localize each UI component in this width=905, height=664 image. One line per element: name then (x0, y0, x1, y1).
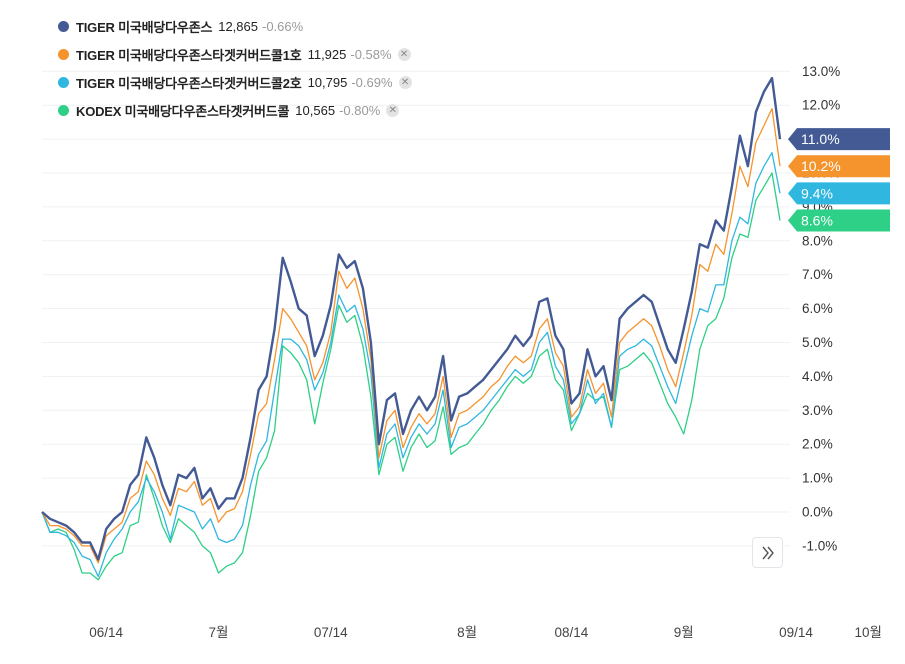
y-tick-label: 8.0% (802, 233, 833, 248)
legend-series-value: 11,925 (307, 46, 347, 62)
legend-series-change: -0.66% (261, 18, 304, 34)
y-tick-label: 12.0% (802, 98, 840, 113)
y-tick-label: 13.0% (802, 64, 840, 79)
end-label-badge (788, 155, 890, 178)
series-line (41, 107, 781, 564)
x-tick-label: 09/14 (779, 625, 813, 640)
series-dot-icon (58, 104, 69, 116)
series-line (41, 172, 781, 581)
x-tick-label: 08/14 (555, 625, 589, 640)
legend-series-change: -0.69% (351, 74, 393, 90)
double-chevron-right-icon (761, 546, 774, 559)
legend: TIGER 미국배당다우존스 12,865 -0.66% TIGER 미국배당다… (58, 12, 412, 124)
legend-item[interactable]: TIGER 미국배당다우존스타겟커버드콜1호 11,925 -0.58% ✕ (58, 40, 412, 68)
series-dot-icon (58, 48, 69, 60)
legend-series-change: -0.80% (339, 102, 381, 118)
legend-item[interactable]: KODEX 미국배당다우존스타겟커버드콜 10,565 -0.80% ✕ (58, 96, 412, 124)
series-dot-icon (58, 76, 69, 88)
legend-item[interactable]: TIGER 미국배당다우존스 12,865 -0.66% (58, 12, 412, 40)
legend-series-change: -0.58% (350, 46, 392, 62)
remove-series-close-icon[interactable]: ✕ (398, 75, 412, 89)
series-line (41, 76, 782, 561)
series-end-label: 9.4% (788, 182, 890, 205)
y-tick-label: 6.0% (802, 301, 833, 316)
legend-series-name: TIGER 미국배당다우존스타겟커버드콜2호 (76, 75, 302, 91)
series-dot-icon (58, 20, 69, 32)
series-end-label: 8.6% (788, 209, 890, 232)
y-tick-label: 4.0% (802, 369, 833, 384)
legend-series-name: KODEX 미국배당다우존스타겟커버드콜 (76, 103, 290, 119)
expand-chart-button[interactable] (752, 537, 783, 568)
legend-series-value: 10,565 (295, 102, 336, 118)
end-label-badge (788, 209, 890, 232)
legend-series-name: TIGER 미국배당다우존스 (76, 19, 213, 35)
y-tick-label: 7.0% (802, 267, 833, 282)
legend-series-name: TIGER 미국배당다우존스타겟커버드콜1호 (76, 47, 302, 63)
x-tick-label: 8월 (457, 625, 477, 640)
x-tick-label: 07/14 (314, 625, 348, 640)
legend-series-value: 10,795 (307, 74, 348, 90)
end-label-text: 11.0% (801, 131, 840, 147)
y-tick-label: 5.0% (802, 335, 833, 350)
remove-series-close-icon[interactable]: ✕ (397, 47, 411, 61)
x-tick-label: 06/14 (89, 625, 123, 640)
end-label-badge (788, 182, 890, 205)
end-label-text: 8.6% (801, 212, 833, 228)
y-tick-label: -1.0% (802, 538, 837, 553)
y-tick-label: 1.0% (802, 471, 833, 486)
end-label-badge (788, 128, 890, 151)
end-label-text: 10.2% (801, 158, 841, 174)
end-label-text: 9.4% (801, 185, 833, 201)
series-end-label: 10.2% (788, 155, 890, 178)
legend-series-value: 12,865 (218, 18, 258, 34)
legend-item[interactable]: TIGER 미국배당다우존스타겟커버드콜2호 10,795 -0.69% ✕ (58, 68, 412, 96)
series-end-label: 11.0% (788, 128, 890, 151)
x-tick-label: 7월 (209, 625, 229, 640)
remove-series-close-icon[interactable]: ✕ (386, 103, 400, 117)
x-tick-label: 9월 (674, 625, 694, 640)
series-line (41, 152, 781, 578)
y-tick-label: 0.0% (802, 505, 833, 520)
y-tick-label: 2.0% (802, 437, 833, 452)
x-tick-label: 10월 (855, 625, 882, 640)
y-tick-label: 3.0% (802, 403, 833, 418)
